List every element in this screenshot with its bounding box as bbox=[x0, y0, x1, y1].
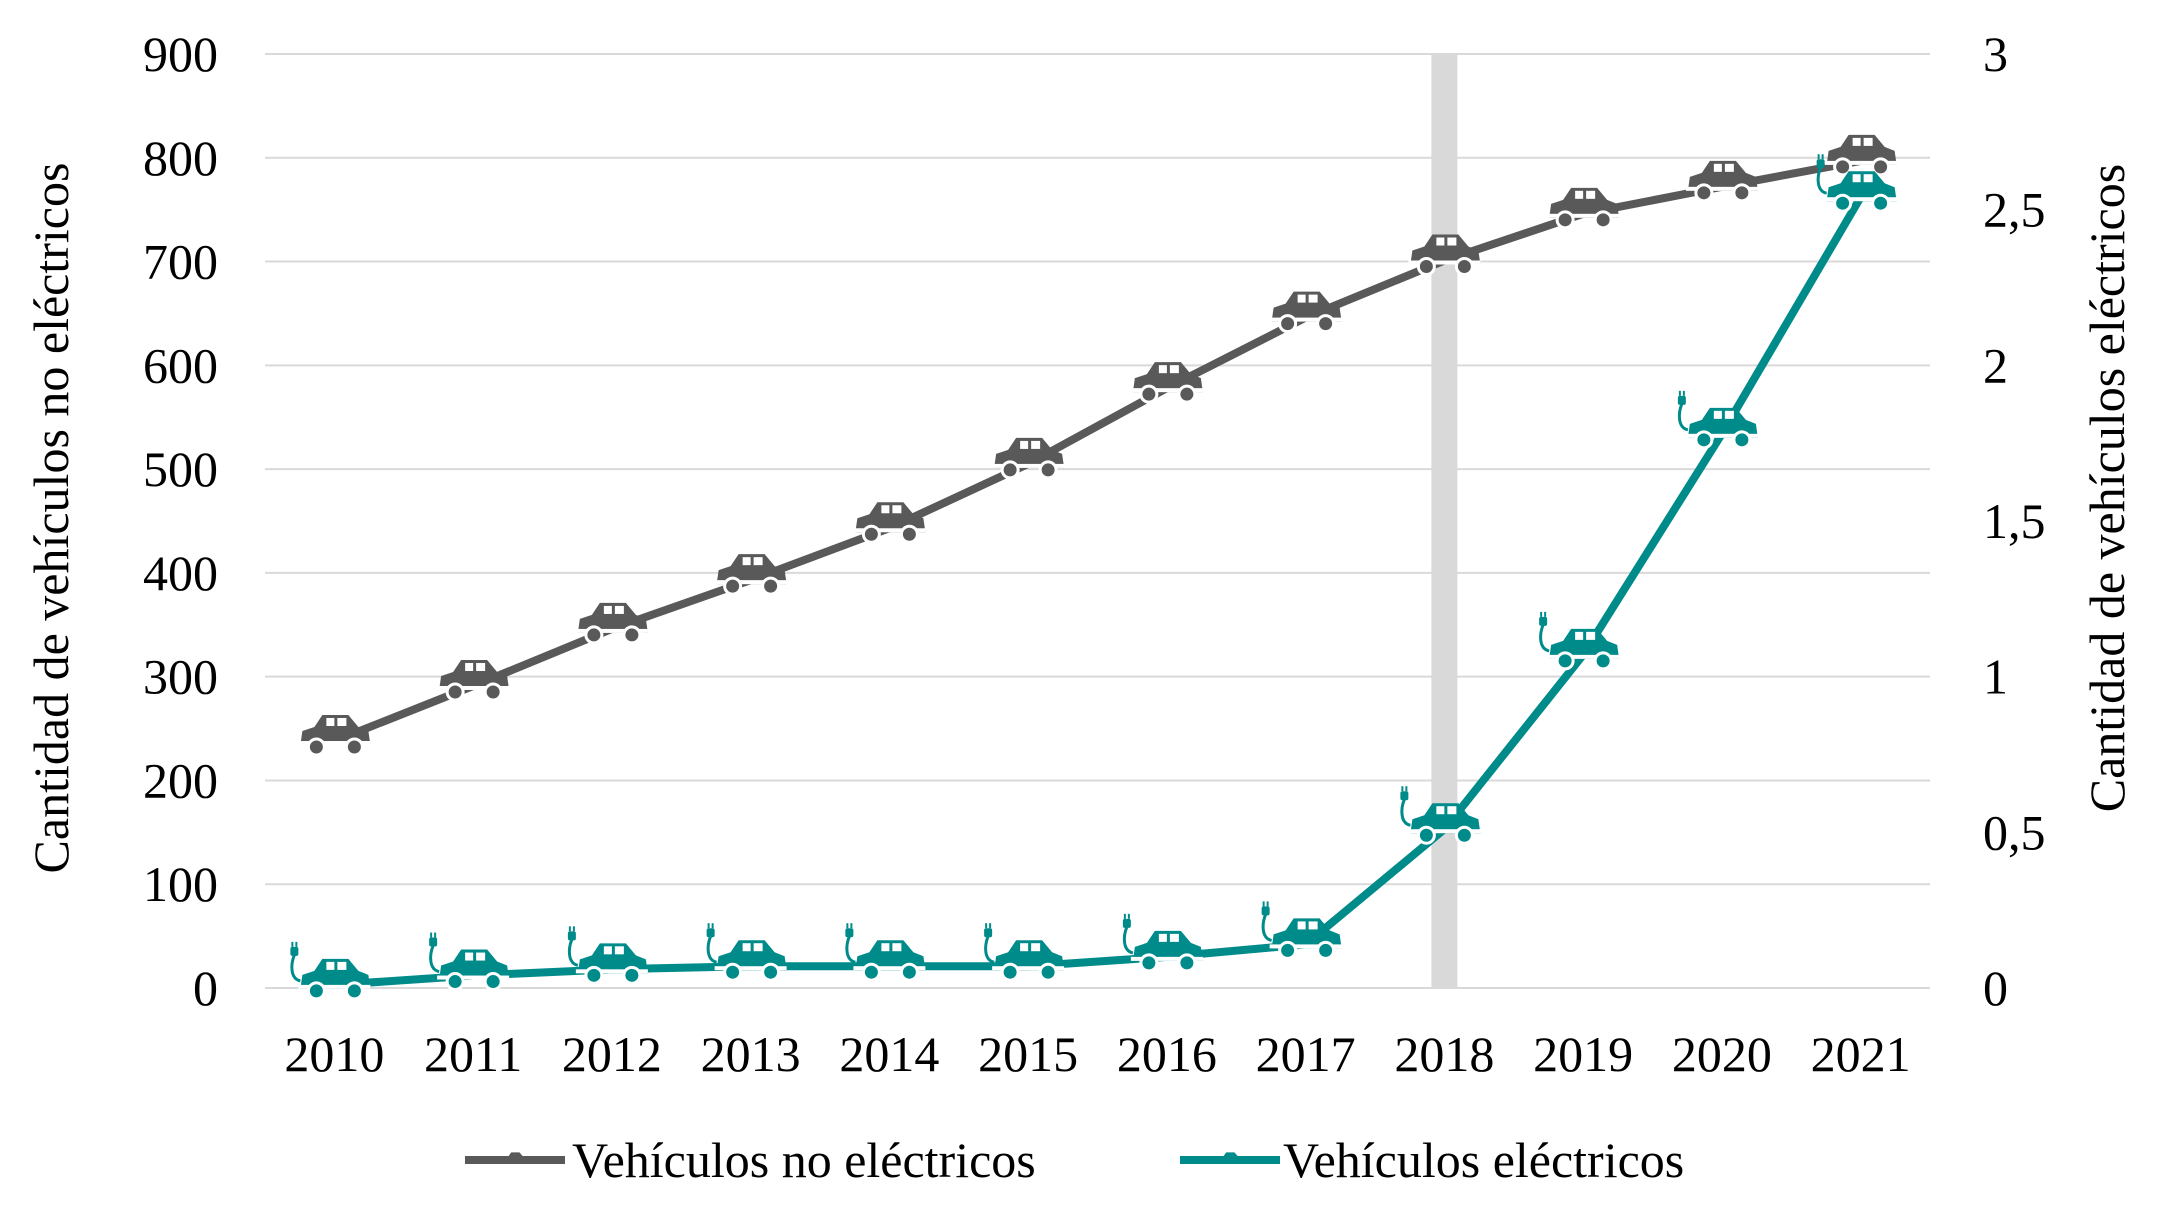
electric-car-marker bbox=[567, 926, 648, 985]
series-line-electric bbox=[334, 195, 1865, 989]
car-marker bbox=[1824, 134, 1897, 177]
electric-car-marker bbox=[706, 923, 787, 982]
left-tick-label: 300 bbox=[143, 649, 218, 705]
legend-label: Vehículos eléctricos bbox=[1283, 1132, 1684, 1188]
x-tick-label: 2016 bbox=[1117, 1026, 1217, 1082]
electric-car-marker bbox=[984, 923, 1065, 982]
left-tick-label: 700 bbox=[143, 234, 218, 290]
x-tick-label: 2019 bbox=[1533, 1026, 1633, 1082]
electric-car-marker bbox=[1816, 154, 1897, 213]
right-axis-title: Cantidad de vehículos eléctricos bbox=[2079, 164, 2135, 812]
car-marker bbox=[298, 715, 371, 757]
right-tick-label: 1,5 bbox=[1983, 493, 2046, 549]
left-tick-label: 0 bbox=[193, 960, 218, 1016]
grid-lines bbox=[265, 53, 1930, 989]
legend: Vehículos no eléctricos Vehículos eléctri… bbox=[465, 1132, 1684, 1188]
car-marker bbox=[853, 502, 926, 544]
x-tick-label: 2014 bbox=[839, 1026, 939, 1082]
car-marker bbox=[437, 660, 510, 702]
car-marker bbox=[1269, 291, 1342, 334]
x-tick-label: 2021 bbox=[1811, 1026, 1911, 1082]
x-tick-label: 2012 bbox=[562, 1026, 662, 1082]
x-tick-label: 2020 bbox=[1672, 1026, 1772, 1082]
left-axis-title: Cantidad de vehículos no eléctricos bbox=[23, 163, 79, 874]
x-tick-label: 2010 bbox=[284, 1026, 384, 1082]
car-marker bbox=[1547, 187, 1620, 230]
car-marker bbox=[992, 437, 1065, 480]
left-tick-label: 100 bbox=[143, 856, 218, 912]
electric-car-marker bbox=[845, 923, 926, 982]
car-marker bbox=[1130, 362, 1203, 404]
left-tick-label: 500 bbox=[143, 441, 218, 497]
legend-electric-car-icon bbox=[1219, 1152, 1242, 1162]
right-tick-label: 2,5 bbox=[1983, 182, 2046, 238]
electric-car-marker bbox=[1261, 901, 1342, 960]
left-tick-label: 200 bbox=[143, 752, 218, 808]
left-tick-label: 900 bbox=[143, 26, 218, 82]
left-tick-label: 600 bbox=[143, 337, 218, 393]
legend-label: Vehículos no eléctricos bbox=[572, 1132, 1036, 1188]
right-tick-label: 0 bbox=[1983, 960, 2008, 1016]
electric-car-marker bbox=[290, 941, 371, 1001]
left-tick-label: 400 bbox=[143, 545, 218, 601]
right-tick-label: 2 bbox=[1983, 337, 2008, 393]
x-tick-label: 2017 bbox=[1256, 1026, 1356, 1082]
left-tick-label: 800 bbox=[143, 130, 218, 186]
electric-car-marker bbox=[1539, 611, 1620, 671]
right-tick-label: 0,5 bbox=[1983, 804, 2046, 860]
x-tick-label: 2015 bbox=[978, 1026, 1078, 1082]
car-marker bbox=[575, 602, 648, 645]
electric-car-marker bbox=[1122, 913, 1203, 973]
electric-car-marker bbox=[429, 932, 510, 992]
electric-car-marker bbox=[1400, 786, 1481, 845]
right-tick-label: 1 bbox=[1983, 649, 2008, 705]
left-axis-ticks: 0 100 200 300 400 500 600 700 800 900 bbox=[143, 26, 218, 1016]
series-line-non-electric bbox=[332, 156, 1862, 745]
car-marker bbox=[1685, 160, 1758, 203]
x-tick-label: 2011 bbox=[424, 1026, 522, 1082]
series-layer bbox=[290, 134, 1897, 1001]
car-marker bbox=[714, 554, 787, 596]
x-axis-ticks: 2010 2011 2012 2013 2014 2015 2016 2017 2018 2019… bbox=[284, 1026, 1910, 1082]
legend-car-icon bbox=[504, 1152, 527, 1162]
highlight-band bbox=[1431, 54, 1458, 988]
car-marker bbox=[1408, 234, 1481, 277]
right-axis-ticks: 0 0,5 1 1,5 2 2,5 3 bbox=[1983, 26, 2046, 1016]
right-tick-label: 3 bbox=[1983, 26, 2008, 82]
electric-car-marker bbox=[1677, 390, 1758, 450]
x-tick-label: 2018 bbox=[1394, 1026, 1494, 1082]
x-tick-label: 2013 bbox=[701, 1026, 801, 1082]
